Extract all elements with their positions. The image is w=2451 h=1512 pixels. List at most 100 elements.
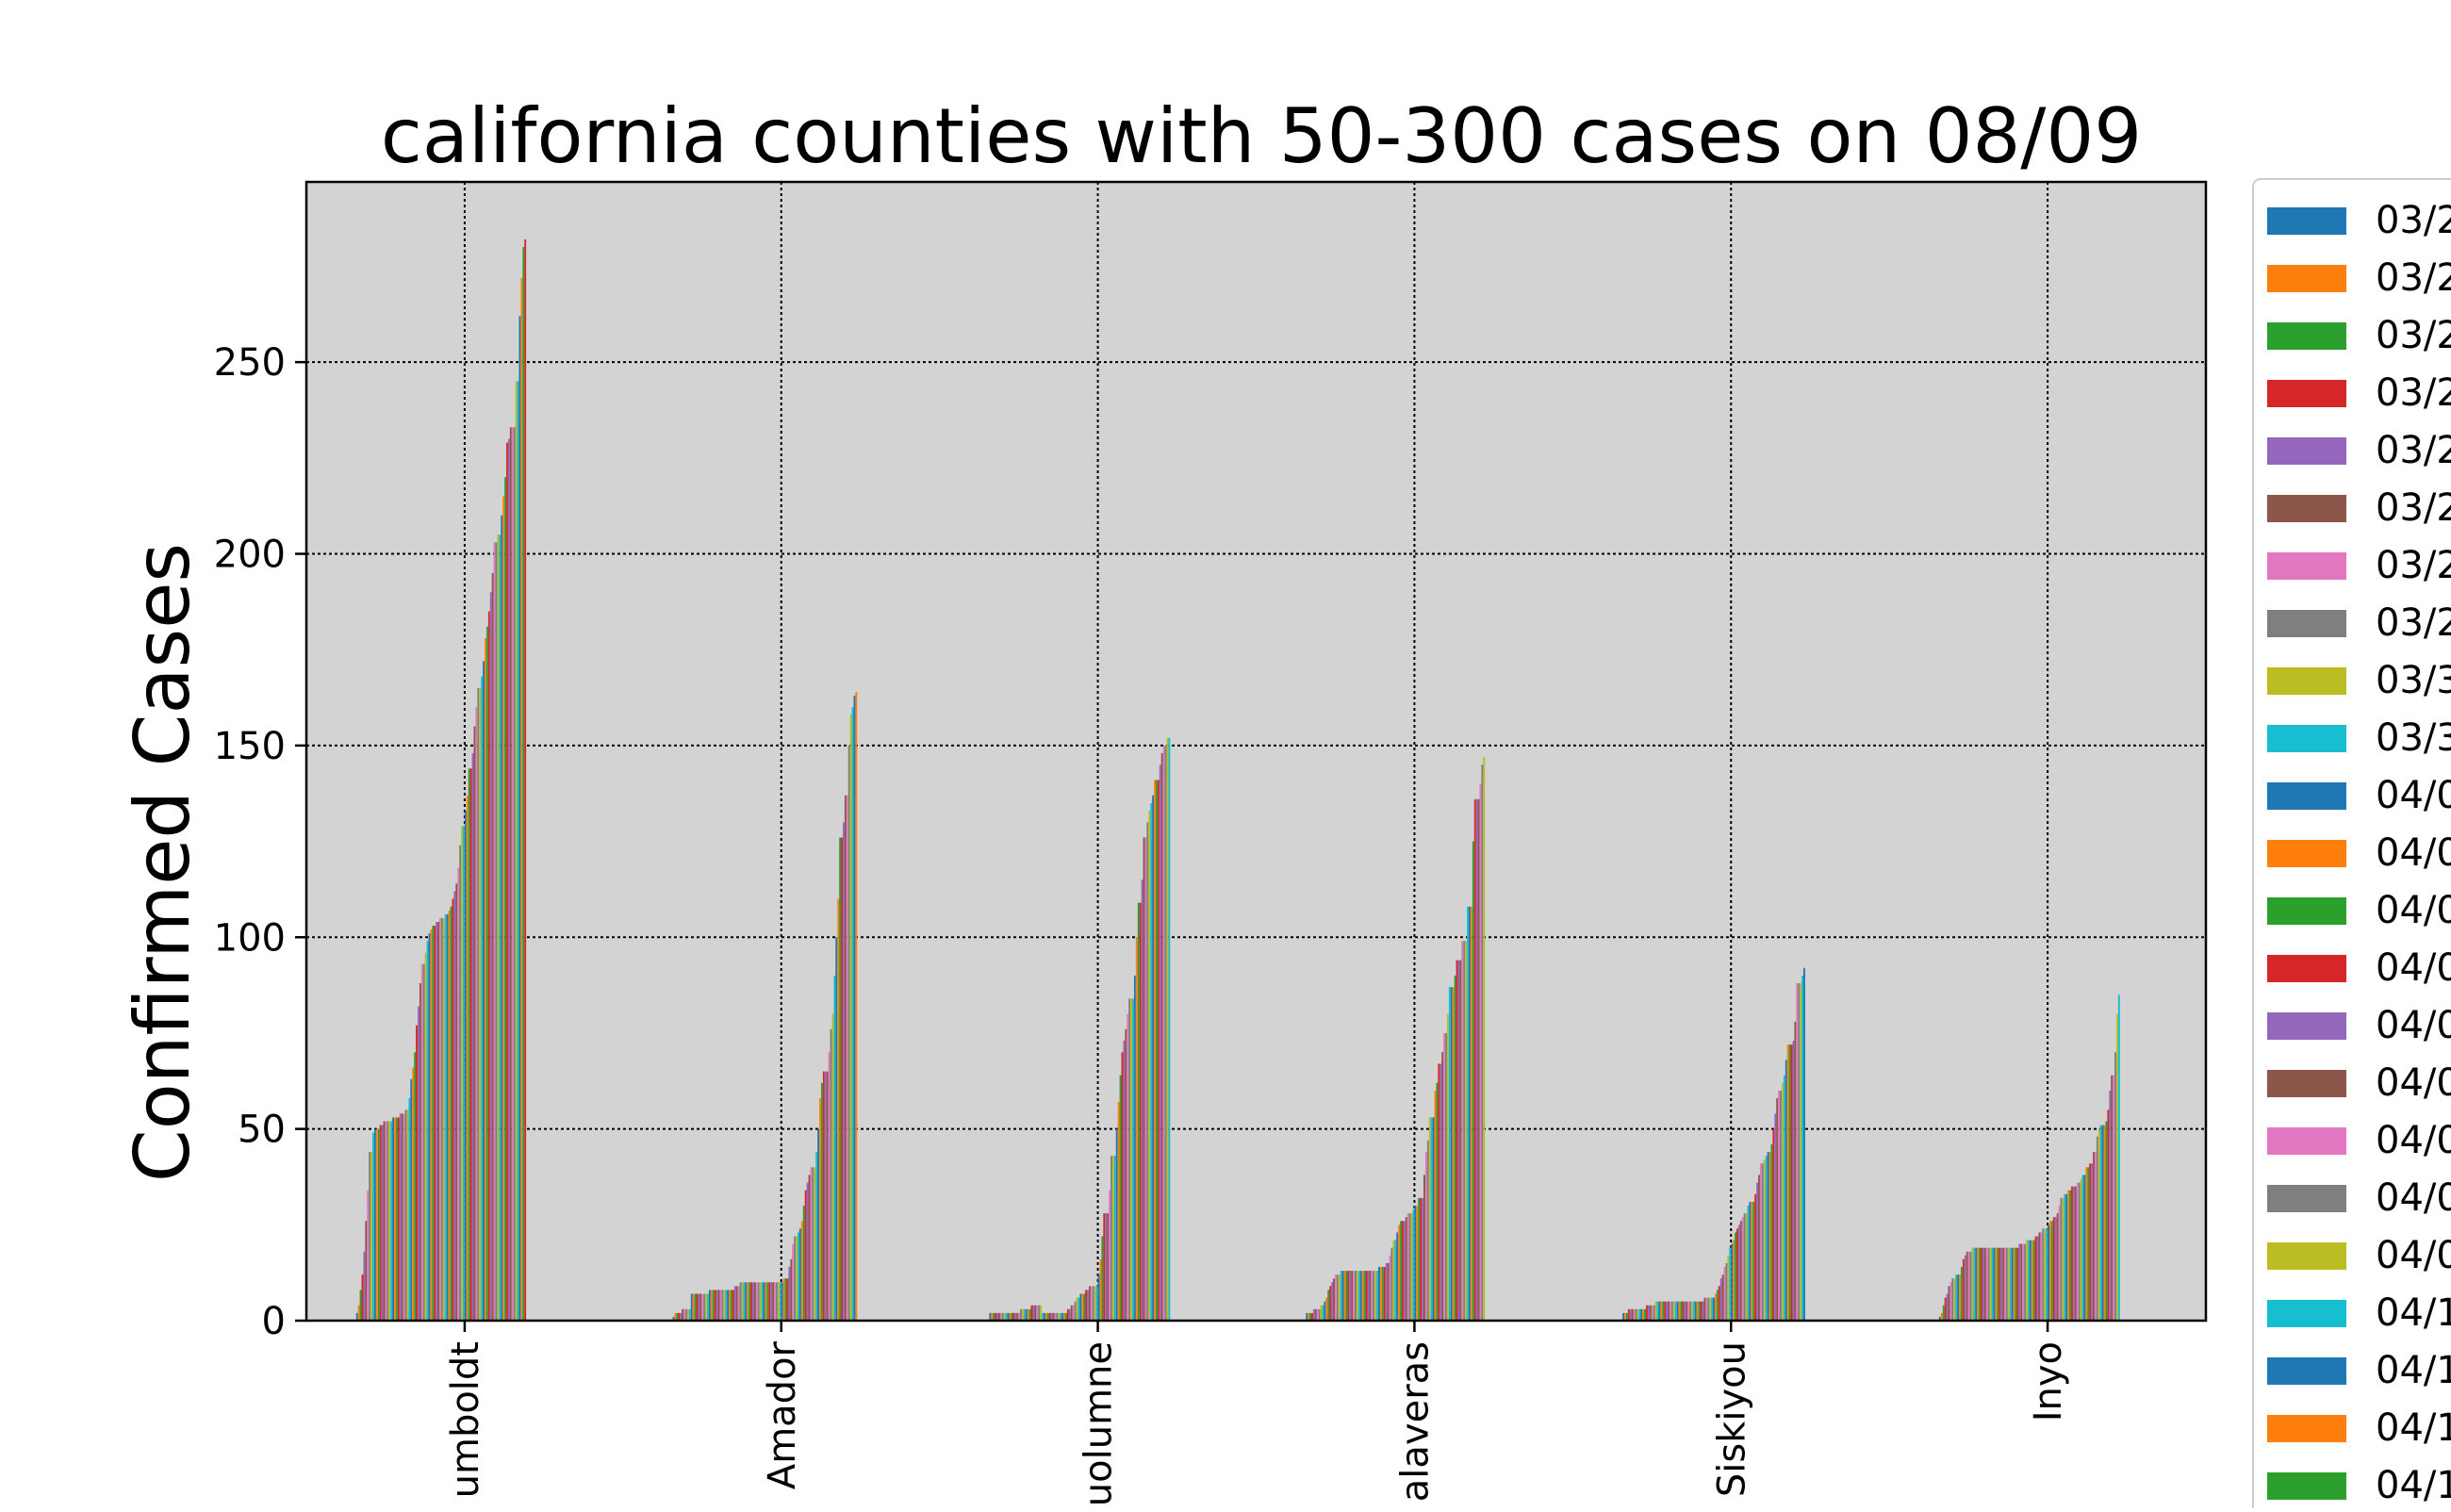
bar — [1398, 1224, 1401, 1321]
legend-swatch — [2267, 1070, 2346, 1097]
bar — [1999, 1247, 2001, 1321]
legend-swatch — [2267, 207, 2346, 235]
bar — [1682, 1301, 1685, 1321]
bar — [2000, 1247, 2003, 1321]
legend: 03/2 03/2 03/2 03/2 03/2 03/2 03/2 03/2 03/3 03/3… — [2252, 178, 2451, 1512]
bar — [1334, 1274, 1337, 1321]
bar — [1367, 1271, 1370, 1321]
bar — [1318, 1308, 1321, 1321]
bar — [694, 1293, 697, 1321]
bar — [708, 1290, 711, 1321]
bar — [1975, 1247, 1978, 1321]
bar — [1361, 1271, 1364, 1321]
bar — [1137, 902, 1140, 1321]
bar — [1949, 1282, 1952, 1321]
bar — [453, 891, 456, 1321]
bar — [1946, 1293, 1949, 1321]
bar — [1159, 764, 1161, 1321]
bar — [1698, 1301, 1701, 1321]
bar — [788, 1267, 791, 1321]
legend-swatch — [2267, 322, 2346, 350]
bar — [1964, 1255, 1966, 1321]
y-tick-label: 200 — [214, 534, 286, 577]
bar — [422, 963, 425, 1321]
bar — [446, 913, 449, 1321]
bar — [1983, 1247, 1986, 1321]
bar — [777, 1282, 780, 1321]
bar — [841, 837, 843, 1321]
bar — [1443, 1032, 1445, 1321]
bar — [1025, 1308, 1028, 1321]
bar — [1132, 998, 1134, 1321]
bar — [853, 696, 856, 1321]
bar — [989, 1312, 992, 1321]
bar — [357, 1305, 360, 1321]
bar — [471, 753, 474, 1321]
bar — [849, 715, 852, 1321]
bar — [440, 917, 443, 1321]
bar — [2089, 1163, 2092, 1321]
bar — [1454, 975, 1456, 1321]
bar — [698, 1293, 700, 1321]
bar — [1107, 1213, 1110, 1321]
bar — [752, 1282, 754, 1321]
bar — [1684, 1301, 1686, 1321]
bar — [798, 1232, 799, 1321]
bar — [1320, 1305, 1323, 1321]
bar — [2054, 1217, 2057, 1321]
legend-label: 04/0 — [2376, 1176, 2451, 1220]
bar — [1353, 1271, 1356, 1321]
bar — [998, 1312, 1000, 1321]
bar — [1450, 987, 1453, 1321]
bar — [2111, 1075, 2114, 1321]
bar — [1624, 1312, 1626, 1321]
bar — [1085, 1290, 1088, 1321]
bar — [517, 381, 519, 1321]
bar — [1046, 1312, 1049, 1321]
legend-label: 03/2 — [2376, 256, 2451, 300]
bar — [1438, 1063, 1440, 1321]
bar — [779, 1282, 781, 1321]
bar — [1111, 1156, 1114, 1321]
bar — [466, 795, 469, 1321]
bar — [363, 1251, 366, 1321]
bar — [430, 929, 433, 1321]
bar — [504, 477, 507, 1321]
bar — [741, 1282, 744, 1321]
bar — [782, 1278, 785, 1321]
bar — [770, 1282, 773, 1321]
bar — [1020, 1308, 1022, 1321]
bar — [1627, 1308, 1630, 1321]
bar — [806, 1182, 809, 1321]
bar — [511, 427, 514, 1321]
bar — [1457, 960, 1460, 1321]
bar — [1751, 1201, 1753, 1321]
bar — [672, 1316, 675, 1321]
bar — [1792, 1041, 1795, 1321]
bar — [1479, 783, 1482, 1321]
bar — [372, 1132, 374, 1321]
bar — [1125, 1028, 1127, 1321]
bar-group — [672, 691, 858, 1321]
bar — [753, 1282, 756, 1321]
bar — [1705, 1297, 1708, 1321]
bar — [1716, 1290, 1719, 1321]
bar — [1483, 757, 1486, 1321]
bar — [1768, 1152, 1771, 1321]
bar — [1109, 1190, 1110, 1321]
bar — [682, 1308, 684, 1321]
bar — [1736, 1228, 1738, 1321]
bar — [468, 768, 470, 1321]
bar — [1128, 998, 1131, 1321]
bar — [420, 963, 423, 1321]
bar — [1666, 1301, 1669, 1321]
bar — [507, 438, 510, 1321]
y-tick-label: 150 — [214, 725, 286, 768]
bar — [781, 1282, 783, 1321]
bar — [1374, 1271, 1377, 1321]
bar — [2024, 1243, 2027, 1321]
bar — [377, 1128, 380, 1321]
bar — [1058, 1312, 1061, 1321]
bar — [1338, 1274, 1341, 1321]
